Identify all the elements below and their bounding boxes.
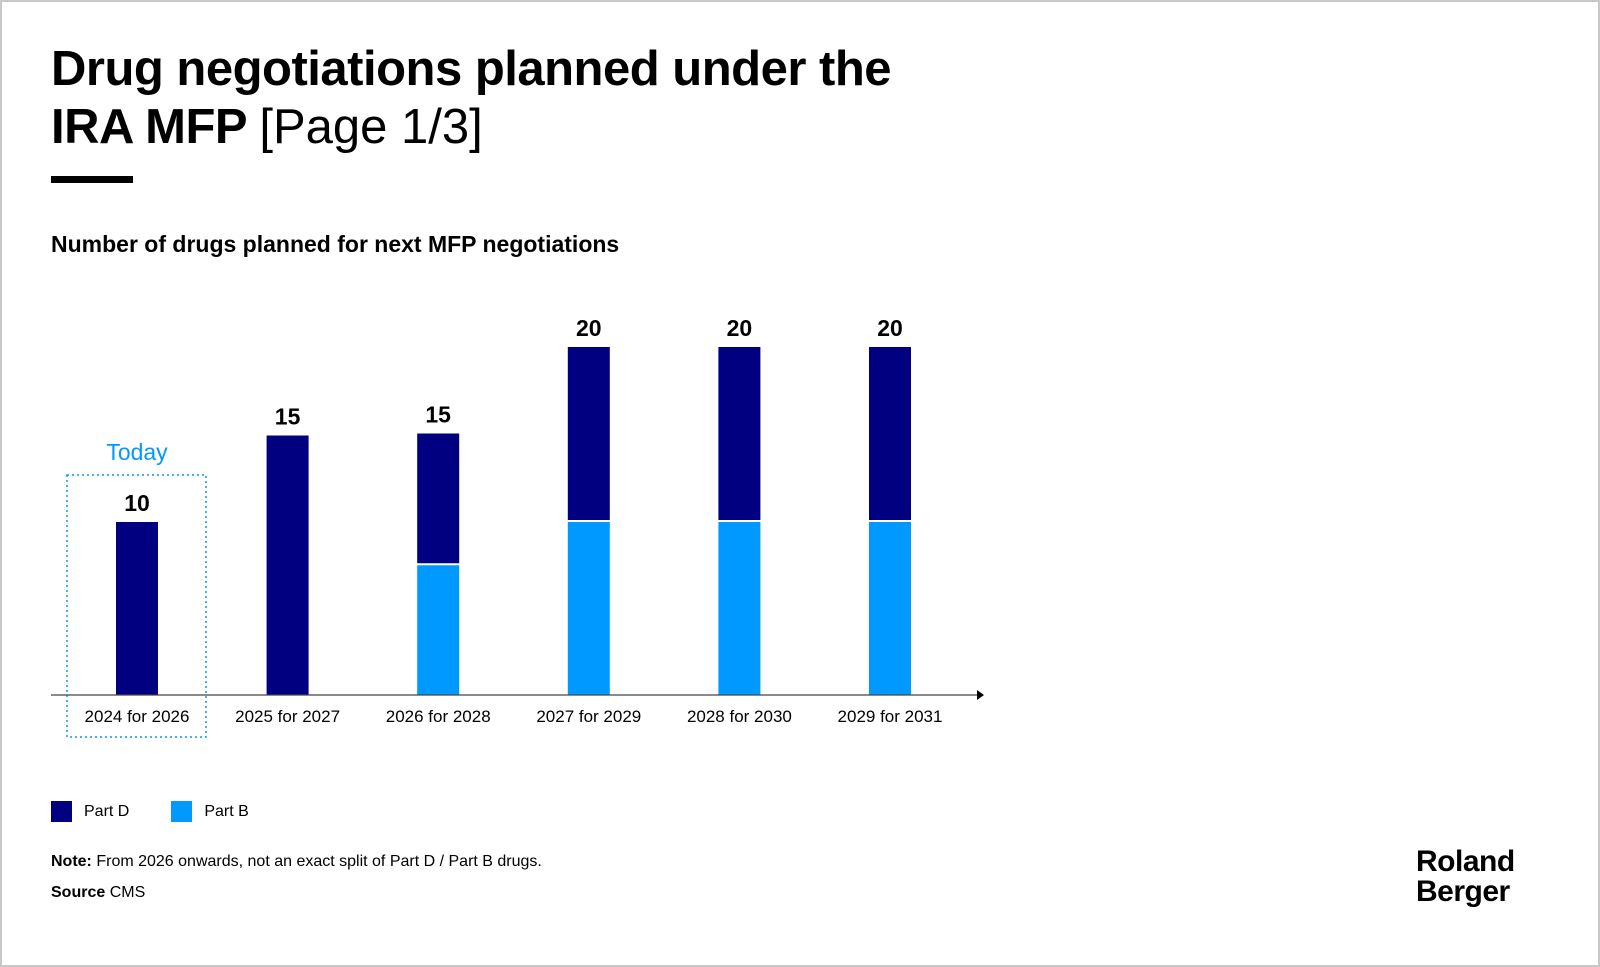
bar-part-d-3 [417,433,460,564]
bar-part-d-4 [567,347,610,520]
x-tick-label-4: 2027 for 2029 [536,707,641,726]
today-highlight-box [66,474,207,738]
bar-part-b-6 [869,522,911,695]
title-page-indicator: [Page 1/3] [259,100,483,154]
bar-part-b-3 [417,565,460,695]
note-text: From 2026 onwards, not an exact split of… [91,853,542,870]
x-tick-label-2: 2025 for 2027 [235,707,340,726]
data-label-6: 20 [877,315,903,341]
bar-part-d-1 [116,522,158,695]
bar-part-b-5 [718,522,761,695]
source-line: Source CMS [51,884,145,902]
title-main: Drug negotiations planned under the IRA … [51,42,892,154]
bar-part-b-4 [567,522,610,695]
data-label-5: 20 [727,315,753,341]
page-title: Drug negotiations planned under the IRA … [51,40,951,156]
bar-part-d-6 [869,347,911,520]
x-tick-label-5: 2028 for 2030 [687,707,792,726]
chart-legend: Part D Part B [51,801,291,822]
legend-swatch-part-d [51,801,72,822]
source-text: CMS [105,884,146,901]
chart-subtitle: Number of drugs planned for next MFP neg… [51,231,620,257]
legend-item-part-d: Part D [51,801,129,822]
note-label: Note: [51,853,92,870]
data-label-4: 20 [576,315,602,341]
x-axis-arrow [977,690,984,700]
x-tick-label-3: 2026 for 2028 [386,707,491,726]
bar-part-d-2 [266,435,309,695]
logo-line-1: Roland [1416,845,1515,878]
legend-swatch-part-b [171,801,193,822]
data-label-2: 15 [275,404,301,430]
data-label-3: 15 [425,402,451,428]
bar-part-d-5 [718,347,761,520]
data-label-1: 10 [124,490,150,516]
legend-label-part-d: Part D [84,802,130,820]
roland-berger-logo: Roland Berger [1416,847,1515,907]
source-label: Source [51,884,106,901]
today-label: Today [106,439,168,465]
x-tick-label-6: 2029 for 2031 [838,707,943,726]
footnote: Note: From 2026 onwards, not an exact sp… [51,853,542,871]
logo-line-2: Berger [1416,875,1510,908]
title-underline [51,176,133,183]
legend-item-part-b: Part B [171,801,249,822]
x-tick-label-1: 2024 for 2026 [85,707,190,726]
legend-label-part-b: Part B [204,802,249,820]
